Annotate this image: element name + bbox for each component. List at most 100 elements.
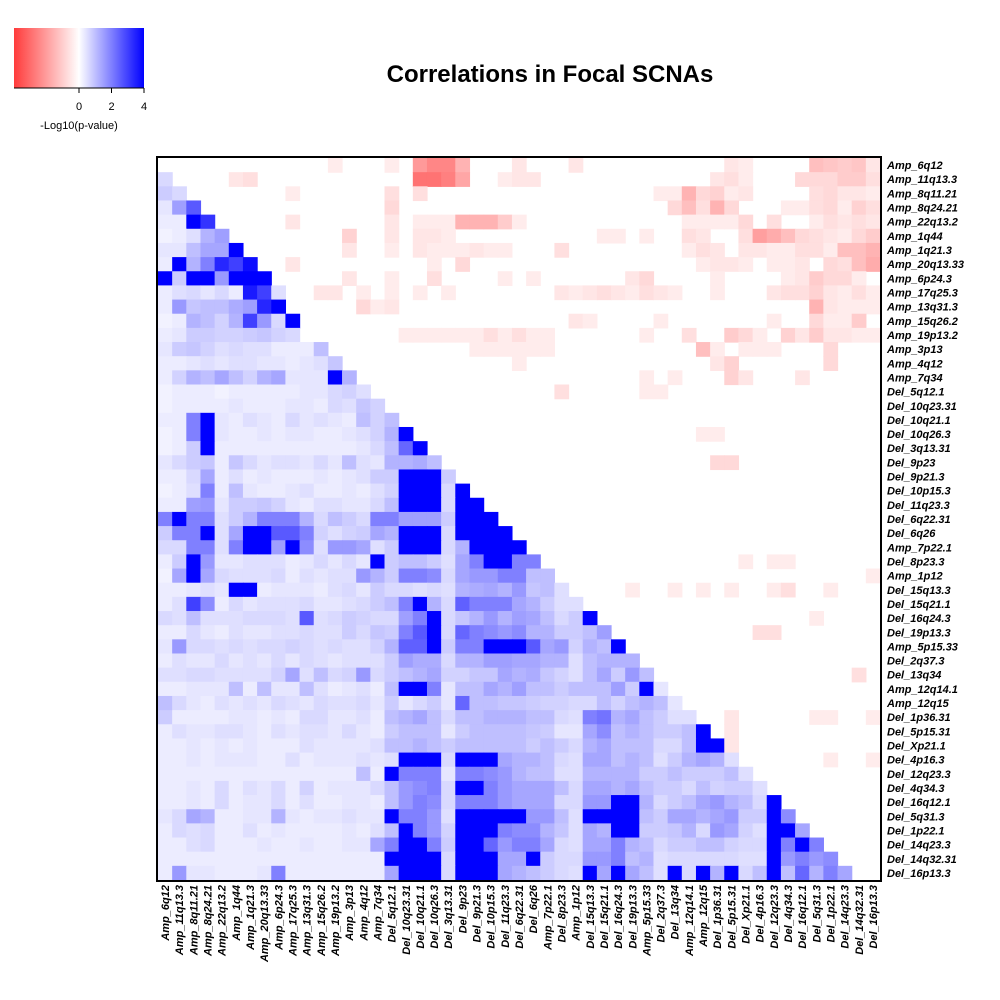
heatmap-cell	[186, 639, 202, 655]
heatmap-cell	[299, 667, 315, 683]
heatmap-cell	[469, 214, 485, 230]
heatmap-cell	[766, 214, 782, 230]
row-label: Amp_3p13	[886, 344, 943, 356]
heatmap-cell	[554, 625, 570, 640]
heatmap-cell	[625, 865, 640, 881]
legend-tick-label: 2	[108, 101, 114, 113]
heatmap-cell	[554, 384, 570, 400]
heatmap-cell	[398, 780, 414, 796]
heatmap-cell	[158, 667, 173, 683]
heatmap-cell	[625, 823, 640, 839]
heatmap-cell	[200, 356, 216, 371]
heatmap-cell	[625, 271, 640, 287]
heatmap-cell	[511, 667, 527, 683]
heatmap-cell	[780, 285, 796, 301]
heatmap-cell	[257, 426, 272, 442]
heatmap-cell	[398, 568, 414, 584]
heatmap-cell	[356, 497, 371, 513]
heatmap-cell	[795, 865, 810, 881]
heatmap-cell	[228, 455, 244, 471]
heatmap-cell	[526, 568, 541, 584]
heatmap-cell	[540, 667, 555, 683]
heatmap-cell	[511, 738, 527, 754]
heatmap-cell	[497, 554, 513, 570]
heatmap-cell	[158, 639, 173, 655]
heatmap-cell	[313, 554, 329, 570]
heatmap-cell	[342, 271, 357, 287]
heatmap-cell	[327, 639, 343, 655]
heatmap-cell	[455, 526, 471, 541]
heatmap-cell	[837, 299, 853, 315]
row-label: Del_15q21.1	[887, 599, 951, 611]
heatmap-cell	[653, 851, 669, 867]
heatmap-cell	[766, 625, 782, 640]
heatmap-cell	[370, 455, 386, 471]
heatmap-cell	[200, 766, 216, 782]
heatmap-cell	[271, 455, 287, 471]
heatmap-cell	[228, 780, 244, 796]
heatmap-cell	[186, 540, 202, 555]
heatmap-cell	[172, 497, 187, 513]
row-label: Amp_12q14.1	[886, 684, 958, 696]
heatmap-cell	[653, 795, 669, 810]
column-label: Del_1p22.1	[825, 885, 837, 942]
heatmap-cell	[285, 568, 301, 584]
heatmap-cell	[398, 865, 414, 881]
heatmap-cell	[356, 398, 371, 414]
heatmap-cell	[257, 582, 272, 598]
heatmap-cell	[214, 795, 230, 810]
heatmap-cell	[526, 695, 541, 711]
heatmap-cell	[554, 809, 570, 824]
heatmap-cell	[356, 596, 371, 612]
heatmap-cell	[158, 200, 173, 216]
heatmap-cell	[766, 851, 782, 867]
heatmap-cell	[342, 228, 357, 244]
heatmap-cell	[455, 483, 471, 499]
heatmap-cell	[342, 639, 357, 655]
heatmap-cell	[724, 356, 740, 371]
heatmap-cell	[257, 356, 272, 371]
heatmap-cell	[865, 299, 881, 315]
heatmap-cell	[426, 327, 442, 343]
heatmap-cell	[441, 242, 456, 258]
heatmap-cell	[412, 158, 428, 173]
heatmap-cell	[242, 497, 258, 513]
heatmap-cell	[214, 639, 230, 655]
heatmap-cell	[540, 780, 555, 796]
heatmap-cell	[455, 172, 471, 187]
heatmap-cell	[172, 526, 187, 541]
heatmap-cell	[370, 412, 386, 428]
heatmap-cell	[200, 299, 216, 315]
heatmap-cell	[455, 780, 471, 796]
heatmap-cell	[327, 158, 343, 173]
heatmap-cell	[327, 851, 343, 867]
heatmap-cell	[257, 455, 272, 471]
heatmap-cell	[299, 342, 315, 357]
heatmap-cell	[809, 228, 824, 244]
heatmap-cell	[242, 469, 258, 485]
heatmap-cell	[257, 342, 272, 357]
heatmap-cell	[214, 780, 230, 796]
heatmap-cell	[653, 780, 669, 796]
heatmap-cell	[540, 681, 555, 697]
column-label: Del_13q34	[670, 885, 682, 939]
heatmap-cell	[398, 497, 414, 513]
heatmap-cell	[398, 554, 414, 570]
heatmap-cell	[540, 823, 555, 839]
column-label: Amp_12q15	[698, 884, 710, 948]
heatmap-cell	[483, 865, 499, 881]
heatmap-cell	[214, 540, 230, 555]
heatmap-cell	[271, 384, 287, 400]
heatmap-cell	[200, 242, 216, 258]
heatmap-cell	[441, 809, 456, 824]
heatmap-cell	[497, 823, 513, 839]
heatmap-cell	[412, 823, 428, 839]
heatmap-cell	[342, 370, 357, 386]
heatmap-cell	[214, 384, 230, 400]
heatmap-cell	[554, 766, 570, 782]
heatmap-cell	[214, 710, 230, 725]
heatmap-cell	[639, 710, 655, 725]
heatmap-cell	[158, 271, 173, 287]
heatmap-cell	[469, 681, 485, 697]
heatmap-cell	[865, 242, 881, 258]
